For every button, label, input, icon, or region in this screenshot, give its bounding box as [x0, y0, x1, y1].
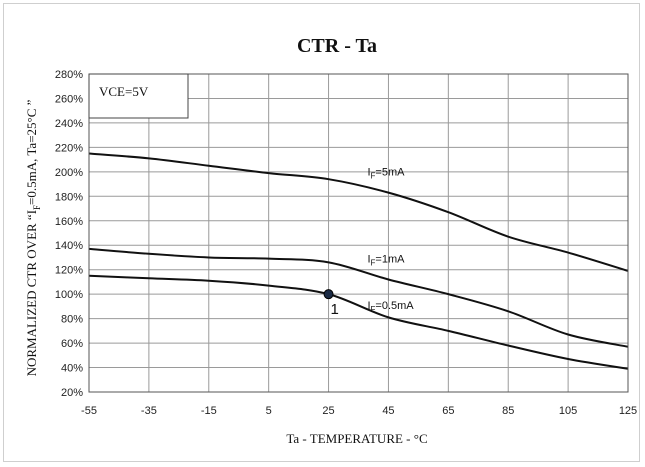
series-label-1: IF=1mA: [367, 253, 405, 267]
y-axis-label-suffix: =0.5mA, Ta=25°C ”: [24, 99, 39, 205]
y-tick-label: 160%: [55, 216, 83, 228]
x-tick-label: -15: [201, 405, 217, 417]
condition-label: VCE=5V: [99, 84, 149, 99]
x-tick-labels: -55 -35 -15 5 25 45 65 85 105 125: [81, 405, 637, 417]
series-line-0: [88, 152, 629, 272]
y-tick-label: 140%: [55, 240, 83, 252]
condition-box: VCE=5V: [88, 73, 189, 119]
y-tick-label: 80%: [61, 314, 83, 326]
y-axis-label-prefix: NORMALIZED CTR OVER “I: [24, 210, 39, 376]
y-tick-label: 280%: [55, 69, 83, 81]
y-tick-label: 20%: [61, 387, 83, 399]
y-tick-label: 200%: [55, 167, 83, 179]
y-tick-label: 180%: [55, 191, 83, 203]
chart-frame: [3, 3, 640, 462]
x-tick-label: 125: [619, 405, 637, 417]
y-tick-labels: 20% 40% 60% 80% 100% 120% 140% 160% 180% 200% 220%…: [55, 69, 83, 399]
reference-point-marker: [323, 289, 334, 300]
reference-point-label: 1: [331, 301, 339, 318]
y-tick-label: 120%: [55, 265, 83, 277]
x-tick-label: -35: [141, 405, 157, 417]
chart-title: CTR - Ta: [297, 35, 377, 57]
y-axis-label-subscript: F: [32, 205, 42, 210]
y-tick-label: 220%: [55, 142, 83, 154]
x-tick-label: 5: [266, 405, 272, 417]
series-group: IF=5mA IF=1mA IF=0.5mA 1: [88, 152, 629, 370]
y-tick-label: 240%: [55, 118, 83, 130]
series-line-1: [88, 247, 629, 348]
x-tick-label: 65: [442, 405, 454, 417]
y-axis-label: NORMALIZED CTR OVER “IF=0.5mA, Ta=25°C ”: [24, 99, 42, 376]
x-tick-label: 85: [502, 405, 514, 417]
series-label-0: IF=5mA: [367, 167, 405, 181]
x-tick-label: -55: [81, 405, 97, 417]
y-tick-label: 260%: [55, 93, 83, 105]
plot-border: [88, 73, 629, 393]
x-tick-label: 25: [322, 405, 334, 417]
x-tick-label: 45: [382, 405, 394, 417]
series-line-2: [88, 274, 629, 370]
y-tick-label: 60%: [61, 338, 83, 350]
series-label-2: IF=0.5mA: [367, 300, 414, 314]
y-tick-label: 40%: [61, 363, 83, 375]
x-tick-label: 105: [559, 405, 577, 417]
y-tick-label: 100%: [55, 289, 83, 301]
x-axis-label: Ta - TEMPERATURE - °C: [286, 431, 427, 446]
plot-area: [89, 74, 628, 392]
